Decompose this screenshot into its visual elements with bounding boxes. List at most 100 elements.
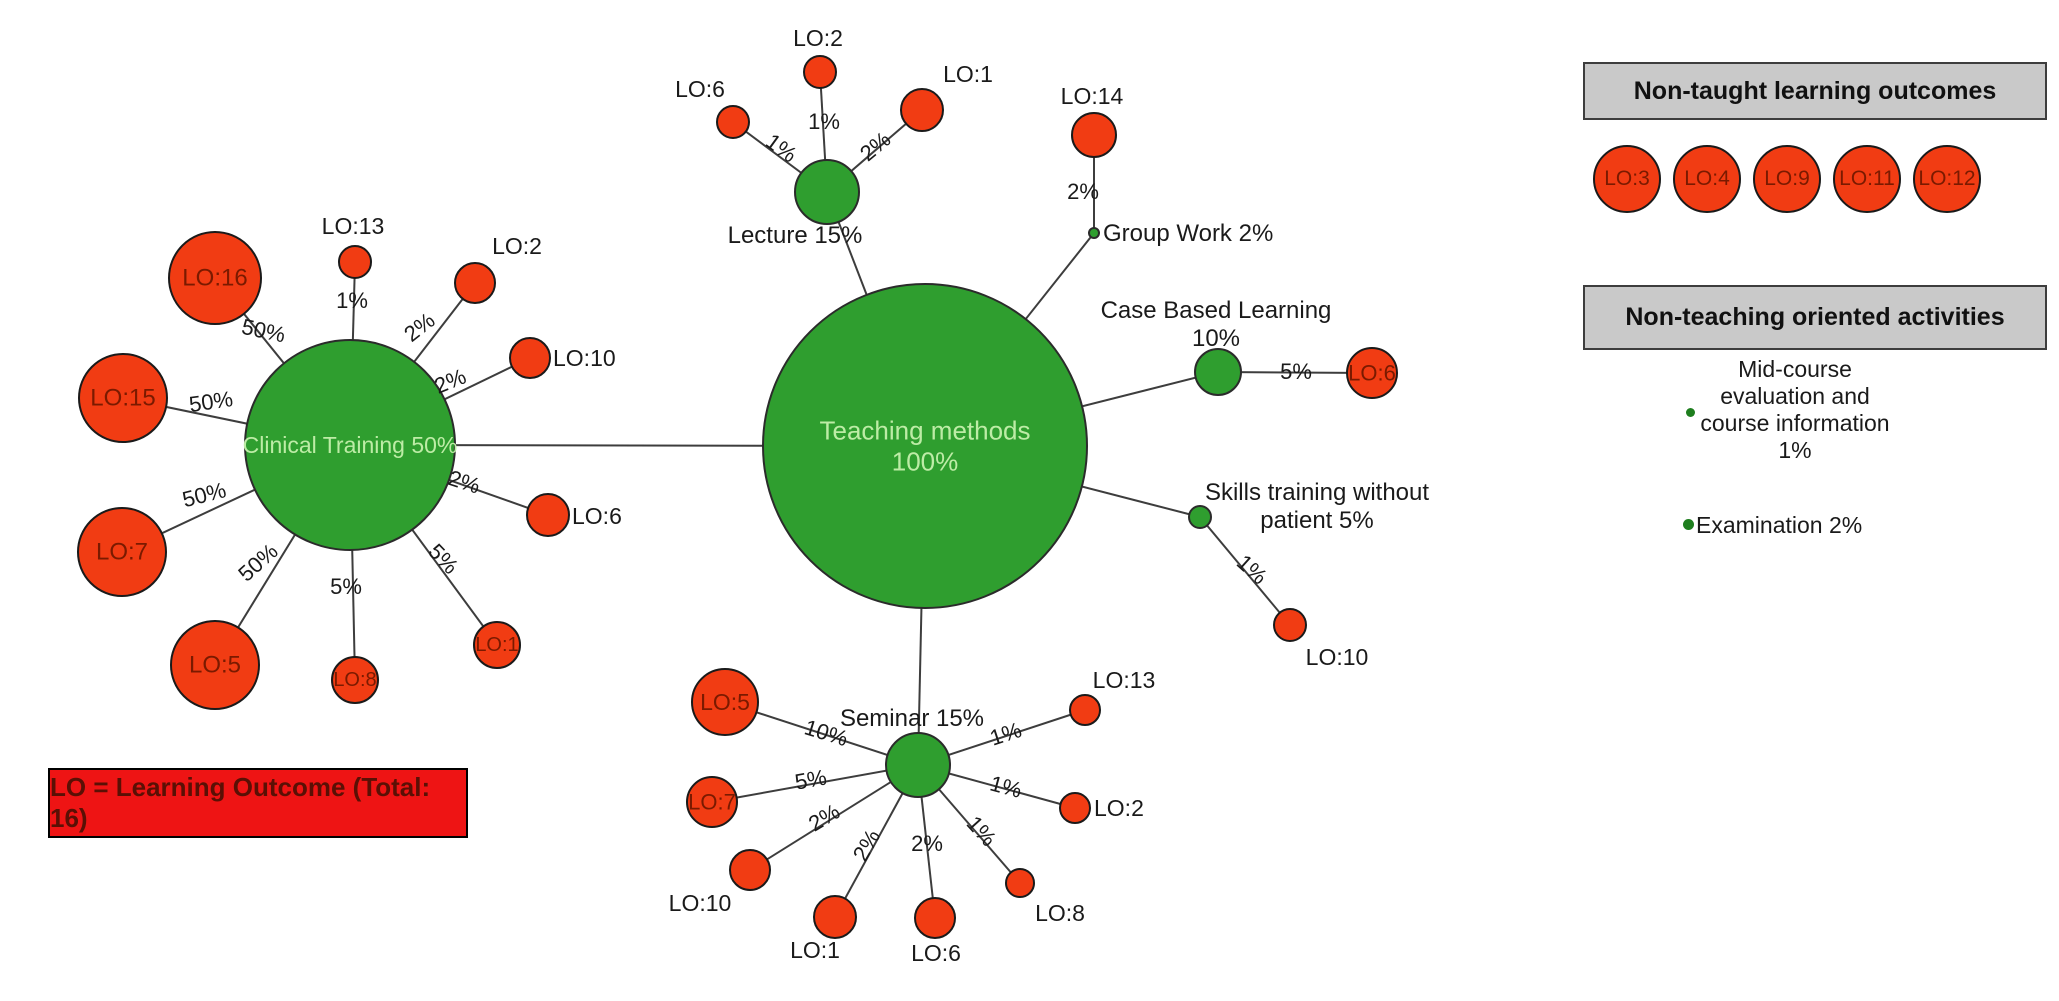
- panel-outcome-lo12: LO:12: [1913, 145, 1981, 213]
- node-clinical-lo5: [170, 620, 260, 710]
- node-label-seminar-lo8: LO:8: [1035, 900, 1085, 926]
- node-label-clinical-lo7: LO:7: [96, 539, 148, 566]
- node-label-case-based-learning: 10%: [1192, 325, 1240, 352]
- node-label-cbl-lo6: LO:6: [1348, 361, 1396, 386]
- edge-label-clinical-training--clinical-lo15: 50%: [187, 386, 234, 417]
- node-seminar-lo5: [691, 668, 759, 736]
- node-label-seminar-lo1: LO:1: [790, 937, 840, 963]
- mid-course-line-4: 1%: [1778, 437, 1812, 463]
- node-label-skills-training: patient 5%: [1260, 507, 1373, 534]
- node-seminar-lo6: [914, 897, 956, 939]
- node-case-based-learning: [1194, 348, 1242, 396]
- node-group-work-lo14: [1071, 112, 1117, 158]
- non-taught-outcomes-row: LO:3 LO:4 LO:9 LO:11 LO:12: [1593, 145, 1981, 213]
- node-lecture-lo2: [803, 55, 837, 89]
- non-taught-outcomes-header: Non-taught learning outcomes: [1583, 62, 2047, 120]
- node-label-clinical-lo16: LO:16: [182, 265, 247, 292]
- edge-label-lecture--lecture-lo2: 1%: [808, 109, 840, 134]
- edge-seminar--seminar-lo10: [749, 764, 919, 871]
- edge-label-clinical-training--clinical-lo5: 50%: [233, 538, 282, 586]
- edge-label-clinical-training--clinical-lo1: 5%: [423, 539, 463, 579]
- node-label-lecture: Lecture 15%: [728, 222, 863, 249]
- node-label-seminar-lo13: LO:13: [1093, 667, 1156, 693]
- edge-label-seminar--seminar-lo10: 2%: [804, 799, 844, 837]
- node-label-lecture-lo6: LO:6: [675, 76, 725, 102]
- node-label-seminar-lo10: LO:10: [669, 890, 732, 916]
- node-label-clinical-training: Clinical Training 50%: [243, 432, 458, 458]
- edge-label-seminar--seminar-lo2: 1%: [987, 771, 1024, 803]
- edge-label-clinical-training--clinical-lo8: 5%: [330, 574, 362, 599]
- node-clinical-lo8: [331, 656, 379, 704]
- node-lecture: [794, 159, 860, 225]
- node-clinical-training: [244, 339, 456, 551]
- node-clinical-lo10: [509, 337, 551, 379]
- node-label-clinical-lo6: LO:6: [572, 503, 622, 529]
- node-label-clinical-lo15: LO:15: [90, 385, 155, 412]
- mid-course-evaluation-text: Mid-course evaluation and course informa…: [1660, 356, 1930, 464]
- node-label-lecture-lo1: LO:1: [943, 61, 993, 87]
- node-seminar-lo10: [729, 849, 771, 891]
- node-label-clinical-lo8: LO:8: [333, 669, 376, 691]
- node-clinical-lo1: [473, 621, 521, 669]
- node-label-seminar-lo6: LO:6: [911, 940, 961, 966]
- examination-text: Examination 2%: [1696, 512, 1863, 538]
- edge-label-case-based-learning--cbl-lo6: 5%: [1280, 359, 1312, 384]
- edge-label-seminar--seminar-lo8: 1%: [962, 811, 1002, 851]
- node-clinical-lo7: [77, 507, 167, 597]
- edge-label-clinical-training--clinical-lo6: 2%: [445, 465, 483, 499]
- edge-label-seminar--seminar-lo6: 2%: [911, 831, 943, 856]
- panel-outcome-lo3: LO:3: [1593, 145, 1661, 213]
- node-cbl-lo6: [1346, 347, 1398, 399]
- edge-label-seminar--seminar-lo13: 1%: [987, 717, 1025, 751]
- non-taught-outcomes-title: Non-taught learning outcomes: [1633, 76, 1997, 105]
- node-seminar-lo8: [1005, 868, 1035, 898]
- edge-label-lecture--lecture-lo6: 1%: [761, 128, 801, 167]
- edge-seminar--seminar-lo7: [711, 764, 919, 803]
- mid-course-line-3: course information: [1700, 410, 1890, 436]
- node-label-clinical-lo13: LO:13: [322, 213, 385, 239]
- node-clinical-lo16: [168, 231, 262, 325]
- node-clinical-lo13: [338, 245, 372, 279]
- node-label-seminar-lo2: LO:2: [1094, 795, 1144, 821]
- edge-label-seminar--seminar-lo7: 5%: [793, 765, 829, 795]
- mid-course-line-2: evaluation and: [1720, 383, 1870, 409]
- node-label-teaching-methods: Teaching methods: [819, 416, 1030, 446]
- node-group-work: [1088, 227, 1100, 239]
- edge-label-group-work--group-work-lo14: 2%: [1067, 179, 1099, 204]
- edge-label-skills-training--skills-lo10: 1%: [1232, 549, 1272, 589]
- panel-outcome-lo4: LO:4: [1673, 145, 1741, 213]
- node-label-clinical-lo1: LO:1: [475, 634, 518, 656]
- node-seminar-lo2: [1059, 792, 1091, 824]
- node-label-teaching-methods: 100%: [892, 447, 959, 477]
- mid-course-line-1: Mid-course: [1738, 356, 1852, 382]
- node-skills-lo10: [1273, 608, 1307, 642]
- node-clinical-lo6: [526, 493, 570, 537]
- mid-course-evaluation-dot: [1686, 408, 1695, 417]
- node-clinical-lo15: [78, 353, 168, 443]
- node-seminar-lo1: [813, 895, 857, 939]
- node-seminar: [885, 732, 951, 798]
- node-label-skills-training: Skills training without: [1205, 479, 1429, 506]
- node-label-skills-lo10: LO:10: [1306, 644, 1369, 670]
- node-teaching-methods: [762, 283, 1088, 609]
- node-label-clinical-lo10: LO:10: [553, 345, 616, 371]
- node-label-clinical-lo5: LO:5: [189, 652, 241, 679]
- non-teaching-activities-title: Non-teaching oriented activities: [1625, 303, 2005, 331]
- panel-outcome-lo9: LO:9: [1753, 145, 1821, 213]
- edge-label-seminar--seminar-lo1: 2%: [848, 825, 886, 865]
- edge-label-clinical-training--clinical-lo13: 1%: [336, 288, 368, 313]
- edge-label-clinical-training--clinical-lo2: 2%: [399, 307, 439, 346]
- edge-skills-training--skills-lo10: [1199, 516, 1291, 626]
- edge-label-lecture--lecture-lo1: 2%: [855, 126, 895, 166]
- node-label-seminar-lo5: LO:5: [700, 689, 750, 715]
- edge-label-clinical-training--clinical-lo7: 50%: [180, 477, 229, 512]
- node-label-clinical-lo2: LO:2: [492, 233, 542, 259]
- node-label-group-work: Group Work 2%: [1103, 220, 1273, 247]
- node-label-group-work-lo14: LO:14: [1061, 83, 1124, 109]
- learning-outcome-legend-label: LO = Learning Outcome (Total: 16): [50, 772, 431, 833]
- learning-outcome-legend: LO = Learning Outcome (Total: 16): [48, 768, 468, 838]
- node-label-seminar-lo7: LO:7: [688, 790, 736, 815]
- node-lecture-lo1: [900, 88, 944, 132]
